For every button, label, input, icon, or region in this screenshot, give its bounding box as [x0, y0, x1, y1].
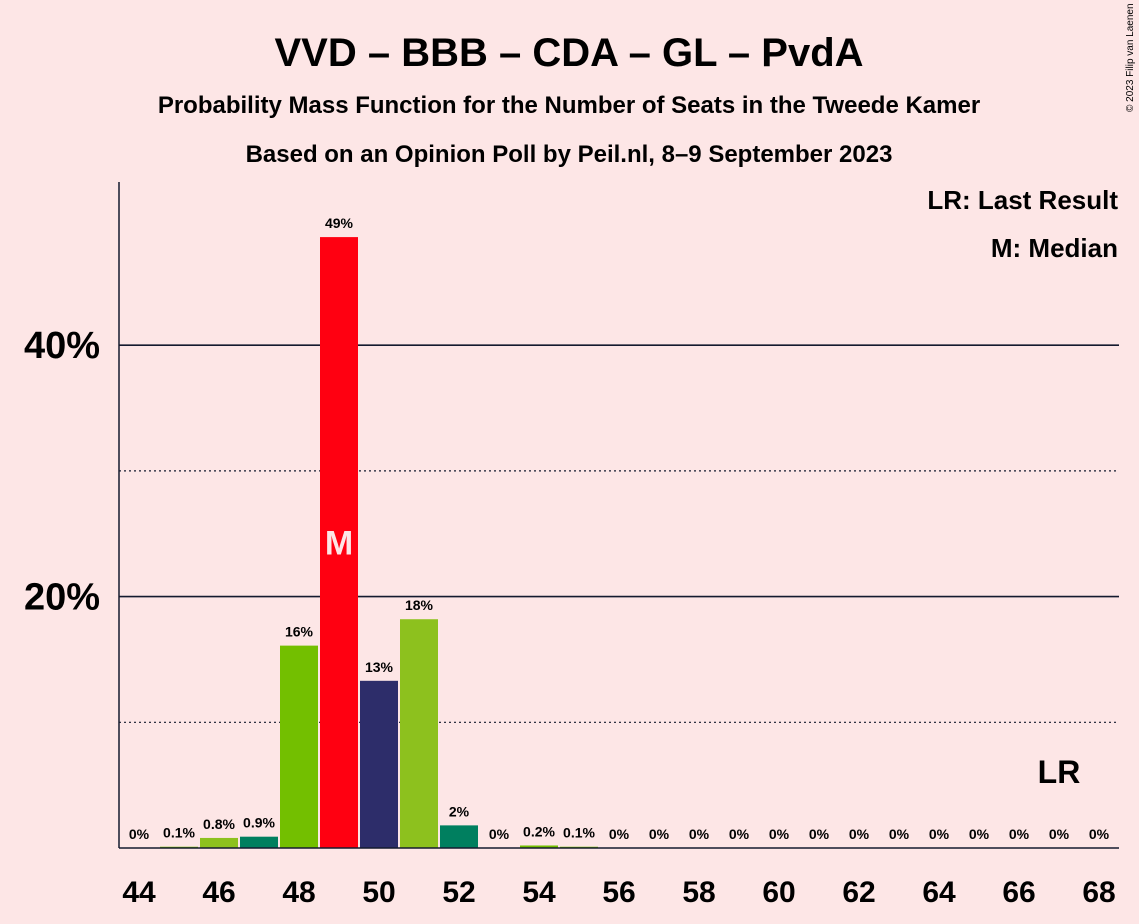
bar-label-seat-63: 0% — [889, 826, 910, 842]
bar-label-seat-65: 0% — [969, 826, 990, 842]
bar-label-seat-58: 0% — [689, 826, 710, 842]
bar-seat-54 — [520, 845, 558, 848]
bar-label-seat-48: 16% — [285, 624, 314, 640]
bar-label-seat-45: 0.1% — [163, 825, 195, 841]
bar-seat-50 — [360, 680, 398, 848]
legend-median: M: Median — [991, 233, 1118, 263]
y-tick-labels: 20% 40% — [24, 325, 100, 618]
bar-label-seat-56: 0% — [609, 826, 630, 842]
x-tick-label: 54 — [522, 876, 556, 909]
bar-label-seat-51: 18% — [405, 597, 434, 613]
bar-label-seat-53: 0% — [489, 826, 510, 842]
bar-label-seat-46: 0.8% — [203, 816, 235, 832]
gridlines — [119, 344, 1119, 723]
legend-last-result: LR: Last Result — [927, 185, 1118, 215]
copyright: © 2023 Filip van Laenen — [1125, 3, 1136, 112]
x-tick-label: 44 — [122, 876, 156, 909]
x-tick-label: 62 — [842, 876, 875, 909]
chart-title: VVD – BBB – CDA – GL – PvdA — [274, 31, 863, 75]
x-tick-label: 68 — [1082, 876, 1115, 909]
bar-seat-52 — [440, 825, 478, 848]
bar-label-seat-44: 0% — [129, 826, 150, 842]
bar-label-seat-60: 0% — [769, 826, 790, 842]
x-tick-label: 60 — [762, 876, 795, 909]
last-result-marker: LR — [1038, 754, 1081, 790]
x-tick-label: 48 — [282, 876, 315, 909]
bar-label-seat-66: 0% — [1009, 826, 1030, 842]
bar-seat-51 — [400, 619, 438, 848]
bar-label-seat-47: 0.9% — [243, 815, 275, 831]
y-tick-label: 40% — [24, 325, 100, 367]
x-tick-label: 64 — [922, 876, 956, 909]
bar-label-seat-68: 0% — [1089, 826, 1110, 842]
bar-label-seat-49: 49% — [325, 215, 354, 231]
bar-seat-48 — [280, 645, 318, 848]
x-tick-label: 52 — [442, 876, 475, 909]
bar-labels: 0% 0.1% 0.8% 0.9% 16% 49% 13% 18% 2% 0% 0.2% 0.1% 0%… — [129, 215, 1110, 842]
x-tick-label: 66 — [1002, 876, 1035, 909]
x-tick-label: 46 — [202, 876, 235, 909]
chart-subtitle: Probability Mass Function for the Number… — [158, 92, 980, 119]
bar-label-seat-59: 0% — [729, 826, 750, 842]
bar-label-seat-55: 0.1% — [563, 825, 595, 841]
bar-label-seat-64: 0% — [929, 826, 950, 842]
bar-label-seat-50: 13% — [365, 659, 394, 675]
bar-label-seat-61: 0% — [809, 826, 830, 842]
bars — [160, 237, 598, 848]
y-tick-label: 20% — [24, 577, 100, 619]
x-tick-labels: 44 46 48 50 52 54 56 58 60 62 64 66 68 — [122, 876, 1115, 909]
bar-label-seat-62: 0% — [849, 826, 870, 842]
x-tick-label: 58 — [682, 876, 715, 909]
bar-seat-49 — [320, 237, 358, 848]
bar-seat-47 — [240, 836, 278, 848]
x-tick-label: 56 — [602, 876, 635, 909]
bar-label-seat-54: 0.2% — [523, 823, 555, 839]
median-marker: M — [325, 525, 353, 563]
bar-label-seat-52: 2% — [449, 803, 470, 819]
bar-label-seat-67: 0% — [1049, 826, 1070, 842]
bar-label-seat-57: 0% — [649, 826, 670, 842]
bar-seat-46 — [200, 837, 238, 848]
chart-source: Based on an Opinion Poll by Peil.nl, 8–9… — [246, 141, 893, 168]
x-tick-label: 50 — [362, 876, 395, 909]
